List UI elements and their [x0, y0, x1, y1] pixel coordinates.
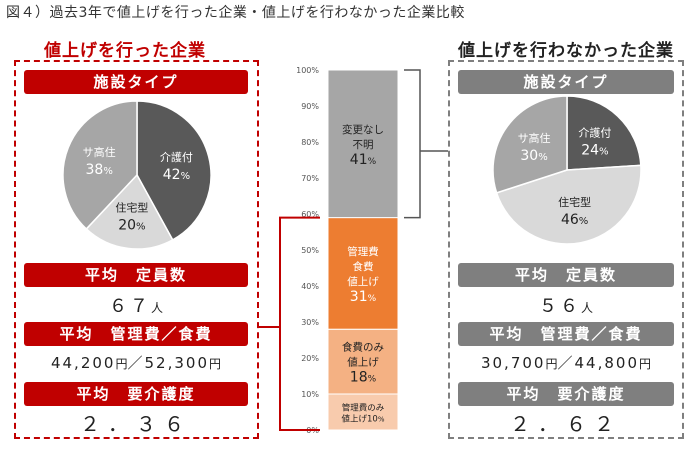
right-panel-frame: [448, 60, 684, 439]
y-tick-label: 50%: [301, 246, 319, 255]
pie-slice: [495, 164, 642, 245]
pie-slice-label: 住宅型: [558, 195, 591, 209]
pie-slice-label: 住宅型: [115, 200, 148, 214]
pie-slice-value: 46%: [561, 212, 588, 228]
pie-slice-label: 介護付: [578, 125, 611, 139]
figure-title: 図４）過去3年で値上げを行った企業・値上げを行わなかった企業比較: [6, 5, 465, 21]
bar-segment-label: 管理費のみ: [342, 403, 385, 414]
left-care-label: 平均 要介護度: [24, 382, 248, 406]
pie-slice-value: 38%: [85, 162, 112, 178]
y-tick-label: 80%: [301, 138, 319, 147]
pie-slice: [136, 100, 212, 241]
right-fee-value: 30,700円／44,800円: [480, 354, 652, 372]
y-tick-label: 10%: [301, 390, 319, 399]
stacked-bar: 管理費のみ値上げ10%食費のみ値上げ18%管理費食費値上げ31%変更なし不明41…: [327, 69, 399, 431]
bar-segment-label: 不明: [353, 139, 374, 151]
bar-segment-value: 31%: [350, 289, 377, 305]
left-fee-value: 44,200円／52,300円: [50, 354, 222, 372]
stacked-bar-axis: 0%10%20%30%40%50%60%70%80%90%100%: [296, 66, 319, 435]
right-fee-label: 平均 管理費／食費: [458, 322, 674, 346]
pie-slice-value: 30%: [520, 148, 547, 164]
pie-slice: [85, 173, 174, 250]
pie-slice-label: サ高住: [518, 131, 551, 145]
pie-slice: [62, 100, 138, 231]
bar-segment-label: 変更なし: [342, 123, 384, 136]
left-facility-pie: 介護付 42% 住宅型 20% サ高住 38%: [62, 100, 212, 250]
bar-segment-label: 食費のみ: [342, 341, 384, 354]
right-capacity-label: 平均 定員数: [458, 263, 674, 287]
bar-segment-value: 値上げ10%: [342, 414, 385, 425]
left-fee-label: 平均 管理費／食費: [24, 322, 248, 346]
bar-segment-label: 食費: [353, 260, 374, 273]
pie-slice-label: サ高住: [83, 145, 116, 159]
connector-lines: [259, 69, 448, 431]
pie-slice-value: 24%: [581, 142, 608, 158]
right-facility-pie: 介護付 24% 住宅型 46% サ高住 30%: [492, 95, 642, 245]
y-tick-label: 90%: [301, 102, 319, 111]
y-tick-label: 70%: [301, 174, 319, 183]
right-connector: [404, 69, 421, 219]
left-care-value: ２．３６: [80, 412, 192, 436]
right-panel-title: 値上げを行わなかった企業: [458, 41, 674, 61]
left-facility-type-label: 施設タイプ: [24, 70, 248, 94]
bar-segment-value: 18%: [350, 370, 377, 386]
bar-segment: [327, 69, 399, 219]
pie-slice-value: 42%: [163, 167, 190, 183]
y-tick-label: 20%: [301, 354, 319, 363]
left-panel-frame: [14, 60, 259, 439]
left-panel-title: 値上げを行った企業: [44, 41, 206, 61]
pie-slice-label: 介護付: [160, 150, 193, 164]
y-tick-label: 60%: [301, 210, 319, 219]
y-tick-label: 30%: [301, 318, 319, 327]
bar-segment-value: 41%: [350, 152, 377, 168]
pie-slice: [492, 95, 568, 194]
bar-segment: [327, 217, 399, 330]
bar-segment-label: 値上げ: [347, 275, 379, 288]
left-connector: [279, 216, 320, 431]
right-capacity-value: ５６人: [538, 296, 593, 317]
y-tick-label: 100%: [296, 66, 319, 75]
pie-slice-value: 20%: [118, 217, 145, 233]
right-care-value: ２．６２: [510, 412, 622, 436]
left-capacity-value: ６７人: [108, 296, 163, 317]
right-facility-type-label: 施設タイプ: [458, 70, 674, 94]
y-tick-label: 40%: [301, 282, 319, 291]
bar-segment-label: 値上げ: [347, 356, 379, 369]
right-care-label: 平均 要介護度: [458, 382, 674, 406]
pie-slice: [566, 95, 642, 171]
bar-segment-label: 管理費: [347, 245, 379, 258]
left-capacity-label: 平均 定員数: [24, 263, 248, 287]
bar-segment: [327, 393, 399, 431]
